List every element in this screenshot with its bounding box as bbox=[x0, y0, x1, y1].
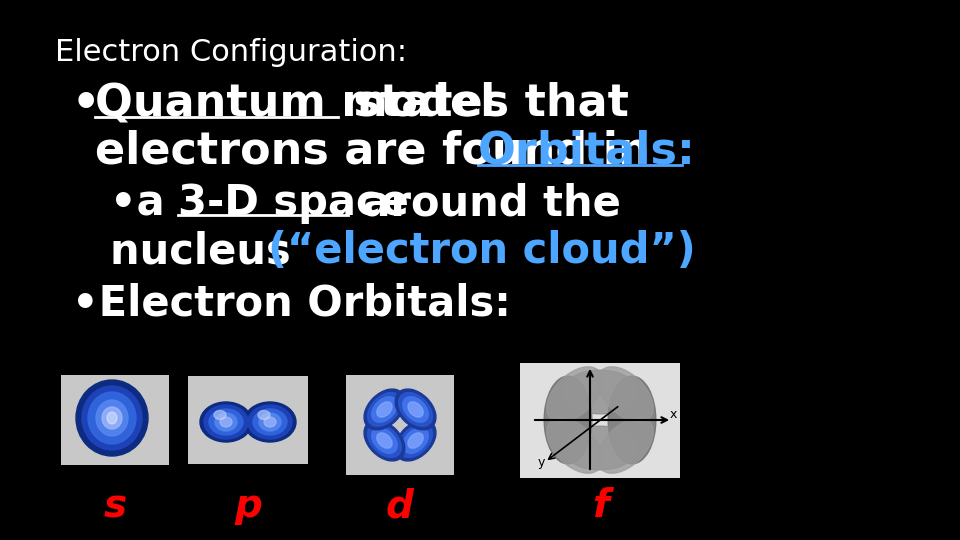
Ellipse shape bbox=[258, 410, 270, 420]
Text: nucleus: nucleus bbox=[110, 230, 334, 272]
Text: s: s bbox=[104, 487, 127, 525]
Ellipse shape bbox=[244, 402, 296, 442]
Ellipse shape bbox=[396, 389, 436, 430]
Ellipse shape bbox=[562, 426, 638, 470]
Bar bbox=[520, 362, 680, 477]
Ellipse shape bbox=[102, 407, 122, 429]
Bar bbox=[346, 375, 454, 475]
Ellipse shape bbox=[215, 413, 237, 431]
Ellipse shape bbox=[544, 376, 592, 464]
Ellipse shape bbox=[248, 405, 292, 439]
Ellipse shape bbox=[562, 370, 638, 414]
Ellipse shape bbox=[214, 410, 226, 420]
Ellipse shape bbox=[76, 380, 148, 456]
Ellipse shape bbox=[220, 417, 232, 427]
Ellipse shape bbox=[597, 417, 654, 474]
Text: Orbitals:: Orbitals: bbox=[478, 130, 696, 173]
Ellipse shape bbox=[253, 409, 287, 435]
Ellipse shape bbox=[96, 400, 128, 436]
Ellipse shape bbox=[107, 412, 117, 424]
Text: •: • bbox=[72, 82, 101, 125]
Ellipse shape bbox=[259, 413, 281, 431]
Ellipse shape bbox=[408, 402, 423, 417]
Ellipse shape bbox=[209, 409, 243, 435]
Ellipse shape bbox=[368, 393, 401, 426]
Text: f: f bbox=[591, 487, 609, 525]
Ellipse shape bbox=[608, 376, 656, 464]
Ellipse shape bbox=[403, 428, 428, 453]
Text: states that: states that bbox=[338, 82, 629, 125]
Ellipse shape bbox=[398, 393, 432, 426]
Ellipse shape bbox=[200, 402, 252, 442]
Text: (“electron cloud”): (“electron cloud”) bbox=[268, 230, 696, 272]
Ellipse shape bbox=[88, 392, 136, 444]
Text: 3-D space: 3-D space bbox=[178, 182, 409, 224]
Ellipse shape bbox=[82, 386, 142, 450]
Text: p: p bbox=[234, 487, 262, 525]
Ellipse shape bbox=[597, 367, 654, 422]
Bar bbox=[188, 376, 308, 464]
Ellipse shape bbox=[204, 405, 248, 439]
Text: around the: around the bbox=[348, 182, 621, 224]
Ellipse shape bbox=[264, 417, 276, 427]
Ellipse shape bbox=[372, 397, 397, 422]
Ellipse shape bbox=[546, 367, 603, 422]
Text: •Electron Orbitals:: •Electron Orbitals: bbox=[72, 282, 511, 324]
Ellipse shape bbox=[408, 433, 423, 448]
Ellipse shape bbox=[376, 402, 392, 417]
Text: Quantum model: Quantum model bbox=[95, 82, 495, 125]
Ellipse shape bbox=[364, 420, 405, 461]
Text: •a: •a bbox=[110, 182, 194, 224]
Bar bbox=[61, 375, 169, 465]
Text: d: d bbox=[386, 487, 414, 525]
Ellipse shape bbox=[364, 389, 405, 430]
Ellipse shape bbox=[398, 424, 432, 457]
Ellipse shape bbox=[376, 433, 392, 448]
Text: electrons are found in: electrons are found in bbox=[95, 130, 665, 173]
Ellipse shape bbox=[546, 417, 603, 474]
Text: y: y bbox=[538, 456, 545, 469]
Text: Electron Configuration:: Electron Configuration: bbox=[55, 38, 407, 67]
Ellipse shape bbox=[396, 420, 436, 461]
Ellipse shape bbox=[403, 397, 428, 422]
Ellipse shape bbox=[372, 428, 397, 453]
Ellipse shape bbox=[368, 424, 401, 457]
Text: z: z bbox=[592, 353, 598, 366]
Text: x: x bbox=[670, 408, 678, 421]
